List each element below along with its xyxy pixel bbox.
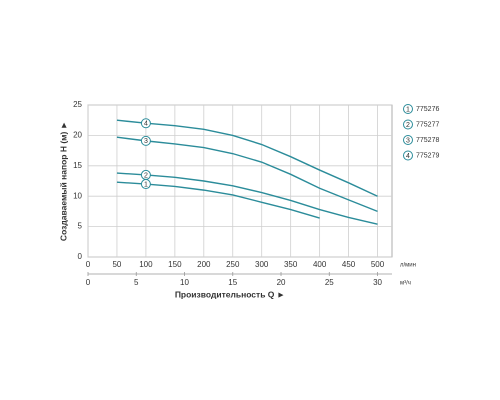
x-tick-label: 400 xyxy=(313,260,327,269)
curve xyxy=(116,136,378,213)
x2-tick-label: 30 xyxy=(373,278,382,287)
x-tick-label: 450 xyxy=(342,260,356,269)
plot-frame xyxy=(87,104,393,258)
y-tick-label: 20 xyxy=(73,131,82,140)
y-axis-label: Создаваемый напор H (м) ► xyxy=(58,121,68,241)
legend-label: 775279 xyxy=(416,152,439,159)
x2-tick-label: 20 xyxy=(277,278,286,287)
legend-marker xyxy=(403,104,413,114)
x-tick-label: 50 xyxy=(112,260,121,269)
legend-number: 3 xyxy=(406,137,410,144)
x-tick-label: 300 xyxy=(255,260,269,269)
x-tick-label: 100 xyxy=(139,260,153,269)
legend-label: 775277 xyxy=(416,121,439,128)
x-tick-label: 0 xyxy=(86,260,91,269)
curve-marker-label: 4 xyxy=(144,121,148,128)
y-tick-label: 10 xyxy=(73,191,82,200)
curve-marker-label: 1 xyxy=(144,181,148,188)
legend-marker xyxy=(403,135,413,145)
x2-tick-label: 15 xyxy=(228,278,237,287)
x-tick-label: 250 xyxy=(226,260,240,269)
x-unit: л/мин xyxy=(400,263,416,269)
curve-marker-label: 2 xyxy=(144,172,148,179)
x2-tick-label: 25 xyxy=(325,278,334,287)
curve-marker xyxy=(140,169,151,180)
y-tick-label: 15 xyxy=(73,161,82,170)
curve-marker-label: 3 xyxy=(144,138,148,145)
curve xyxy=(116,119,378,197)
x2-tick-label: 0 xyxy=(86,278,91,287)
legend-number: 2 xyxy=(406,122,410,129)
legend-marker xyxy=(403,119,413,130)
y-tick-label: 0 xyxy=(78,252,83,261)
x-tick-label: 500 xyxy=(371,260,385,269)
x2-tick-label: 5 xyxy=(134,278,139,287)
x2-tick-label: 10 xyxy=(180,278,189,287)
legend-label: 775278 xyxy=(416,137,439,144)
legend-number: 4 xyxy=(406,153,410,160)
x-tick-label: 150 xyxy=(168,260,182,269)
y-tick-label: 25 xyxy=(73,100,82,109)
x-axis-label: Производительность Q ► xyxy=(175,289,285,299)
x-tick-label: 350 xyxy=(284,260,298,269)
legend-number: 1 xyxy=(406,106,410,113)
x2-unit: м³/ч xyxy=(400,281,411,287)
legend-label: 775276 xyxy=(416,106,439,113)
y-tick-label: 5 xyxy=(78,222,83,231)
curve-marker xyxy=(140,135,151,146)
curve-marker xyxy=(140,118,151,129)
x-tick-label: 200 xyxy=(197,260,211,269)
curve xyxy=(116,172,378,225)
legend-marker xyxy=(403,150,413,161)
